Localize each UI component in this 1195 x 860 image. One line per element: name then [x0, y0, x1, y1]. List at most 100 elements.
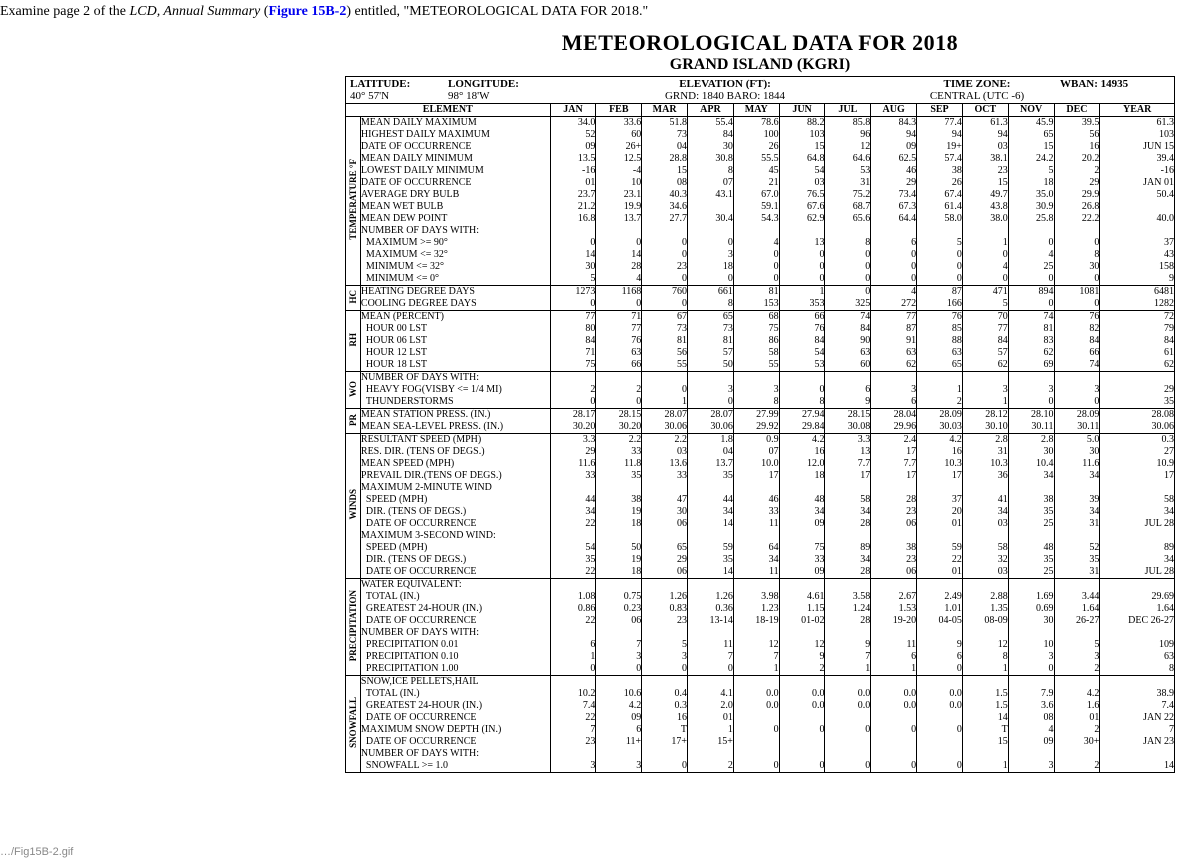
value: 19+ [917, 141, 962, 153]
value: 8 [780, 396, 825, 408]
value: 94 [871, 129, 916, 141]
value: 100 [734, 129, 779, 141]
value: 3 [1009, 760, 1054, 772]
sheet-subtitle: GRAND ISLAND (KGRI) [345, 56, 1175, 74]
value: 30.9 [1009, 201, 1054, 213]
value-cell: 4272 [871, 285, 917, 310]
value: 0 [688, 663, 733, 675]
value: 70 [963, 311, 1008, 323]
row-label: GREATEST 24-HOUR (IN.) [361, 700, 550, 712]
value: 13.7 [688, 458, 733, 470]
value: 27.7 [642, 213, 687, 225]
value: 103 [1100, 129, 1174, 141]
value: 1 [642, 396, 687, 408]
value: 2.49 [917, 591, 962, 603]
value: JUN 15 [1100, 141, 1174, 153]
value: 9 [825, 639, 870, 651]
row-label: DIR. (TENS OF DEGS.) [361, 506, 550, 518]
value-cell: 7484906360 [825, 310, 871, 371]
value: 09 [780, 518, 825, 530]
value: 8 [825, 237, 870, 249]
element-cell: MEAN DAILY MAXIMUMHIGHEST DAILY MAXIMUMD… [360, 116, 550, 285]
value: 09 [871, 141, 916, 153]
value: 30.06 [688, 421, 733, 433]
value: 67 [642, 311, 687, 323]
row-label: HEATING DEGREE DAYS [361, 286, 550, 298]
value [871, 627, 916, 639]
value: 6 [825, 384, 870, 396]
value: 77.4 [917, 117, 962, 129]
value: 16 [780, 446, 825, 458]
value-cell: 38 [733, 371, 779, 408]
row-label: COOLING DEGREE DAYS [361, 298, 550, 310]
value: 353 [780, 298, 825, 310]
value [688, 676, 733, 688]
value: 10.6 [596, 688, 641, 700]
row-label: SPEED (MPH) [361, 542, 550, 554]
value: 33 [551, 470, 596, 482]
value-cell: 55.4843030.880743.1 30.4 03180 [688, 116, 734, 285]
value: 7 [734, 651, 779, 663]
value [734, 748, 779, 760]
row-label: DATE OF OCCURRENCE [361, 712, 550, 724]
value [825, 225, 870, 237]
value: 3 [596, 760, 641, 772]
value-cell: 84.3940962.5462973.467.364.4 6000 [871, 116, 917, 285]
value: 0 [551, 298, 596, 310]
value-cell: 2935 [1100, 371, 1175, 408]
value: 64 [734, 542, 779, 554]
col-sep: SEP [917, 104, 963, 117]
value: 0 [596, 396, 641, 408]
value: 85.8 [825, 117, 870, 129]
value: 57 [963, 347, 1008, 359]
sheet-title: METEOROLOGICAL DATA FOR 2018 [345, 30, 1175, 56]
value [917, 372, 962, 384]
value: 54 [780, 347, 825, 359]
value: 0.75 [596, 591, 641, 603]
value [1100, 201, 1174, 213]
value: 0.69 [1009, 603, 1054, 615]
value: 0 [1055, 298, 1100, 310]
value: 5 [917, 237, 962, 249]
value: 0.0 [780, 700, 825, 712]
value: 28.07 [642, 409, 687, 421]
value-cell: 10810 [1054, 285, 1100, 310]
value [825, 530, 870, 542]
value: 6 [917, 651, 962, 663]
value: 12 [825, 141, 870, 153]
value: 08-09 [963, 615, 1008, 627]
value: 13 [825, 446, 870, 458]
value: 23 [551, 736, 596, 748]
value: 0.36 [688, 603, 733, 615]
value: JAN 22 [1100, 712, 1174, 724]
value [963, 676, 1008, 688]
value [963, 579, 1008, 591]
value [780, 627, 825, 639]
row-label: MEAN SEA-LEVEL PRESS. (IN.) [361, 421, 550, 433]
value: 25 [1009, 518, 1054, 530]
value: 59 [688, 542, 733, 554]
value: -4 [596, 165, 641, 177]
elev-value: GRND: 1840 BARO: 1844 [556, 90, 894, 102]
value: 04 [688, 446, 733, 458]
value-cell: 1.80413.735 443414 593514 [688, 433, 734, 578]
value: 30+ [1055, 736, 1100, 748]
value: 12 [780, 639, 825, 651]
value: 14 [1100, 760, 1174, 772]
value: 84 [825, 323, 870, 335]
footer-link[interactable]: …/Fig15B-2.gif [0, 846, 73, 858]
col-feb: FEB [596, 104, 642, 117]
col-dec: DEC [1054, 104, 1100, 117]
value: 14 [551, 249, 596, 261]
row-label: AVERAGE DRY BULB [361, 189, 550, 201]
value-cell: 1353 [779, 285, 825, 310]
figure-link[interactable]: Figure 15B-2 [268, 4, 346, 19]
value: 29.84 [780, 421, 825, 433]
value [871, 736, 916, 748]
value [551, 627, 596, 639]
value: 49.7 [963, 189, 1008, 201]
side-label: TEMPERATURE °F [346, 116, 361, 285]
value-cell: 0.00.0 0 0 [871, 675, 917, 772]
value [825, 627, 870, 639]
row-label: DIR. (TENS OF DEGS.) [361, 554, 550, 566]
